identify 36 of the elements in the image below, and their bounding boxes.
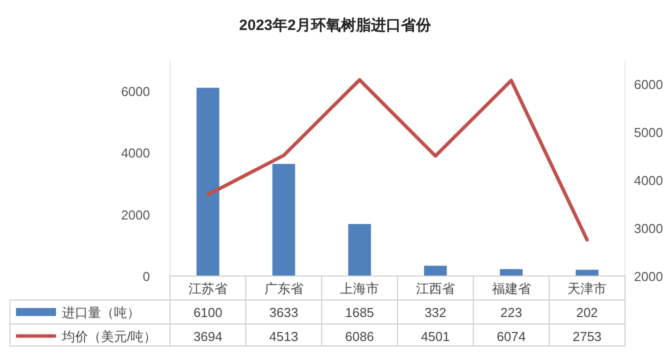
- bar: [272, 164, 296, 276]
- chart-title: 2023年2月环氧树脂进口省份: [239, 17, 432, 34]
- data-label: 6074: [496, 329, 526, 344]
- x-tick-label: 江苏省: [188, 281, 228, 296]
- x-tick-label: 广东省: [264, 281, 304, 296]
- data-label: 2753: [572, 329, 602, 344]
- bar: [424, 266, 447, 276]
- data-label: 6086: [345, 329, 374, 344]
- x-tick-label: 上海市: [340, 281, 380, 296]
- data-label: 223: [500, 305, 522, 320]
- data-label: 6100: [193, 305, 222, 320]
- y-tick-label: 4000: [121, 146, 150, 161]
- legend-label: 进口量（吨）: [62, 305, 140, 320]
- data-label: 3633: [269, 305, 298, 320]
- x-tick-label: 江西省: [416, 281, 455, 296]
- data-label: 332: [424, 305, 446, 320]
- data-label: 4513: [269, 329, 298, 344]
- bar: [348, 224, 371, 276]
- line-series: [206, 78, 589, 242]
- y2-tick-label: 2000: [634, 269, 663, 284]
- data-label: 202: [576, 305, 598, 320]
- y2-tick-label: 5000: [634, 125, 663, 140]
- y2-tick-label: 4000: [634, 173, 663, 188]
- x-tick-label: 福建省: [492, 281, 531, 296]
- y2-tick-label: 6000: [634, 77, 663, 92]
- y-tick-label: 0: [142, 269, 150, 284]
- y-tick-label: 2000: [121, 207, 150, 222]
- data-label: 4501: [420, 329, 450, 344]
- bar: [196, 88, 220, 276]
- x-tick-label: 天津市: [568, 281, 607, 296]
- bar: [500, 269, 523, 276]
- legend-label: 均价（美元/吨）: [61, 329, 157, 344]
- y-tick-label: 6000: [121, 84, 150, 99]
- data-label: 1685: [345, 305, 374, 320]
- data-label: 3694: [193, 329, 222, 344]
- y2-tick-label: 3000: [634, 221, 663, 236]
